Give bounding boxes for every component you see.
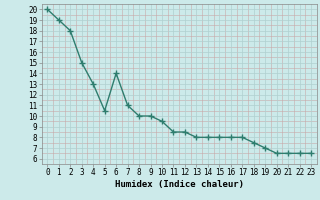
X-axis label: Humidex (Indice chaleur): Humidex (Indice chaleur) [115, 180, 244, 189]
